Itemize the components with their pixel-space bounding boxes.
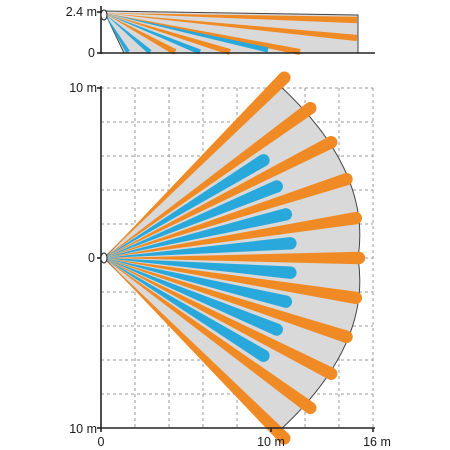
side-long-beam bbox=[104, 13, 231, 55]
side-short-beam bbox=[104, 13, 269, 53]
long-range-beam bbox=[104, 251, 366, 265]
side-long-beam bbox=[104, 13, 358, 42]
short-range-beam bbox=[104, 258, 297, 279]
top-view-beams bbox=[104, 71, 366, 445]
short-range-beam bbox=[104, 237, 297, 258]
top-view: 10 m 0 10 m 0 10 m 16 m bbox=[69, 71, 391, 449]
long-range-beam bbox=[104, 136, 338, 258]
long-range-beam bbox=[104, 258, 363, 305]
long-range-beam bbox=[104, 101, 317, 258]
short-range-beam bbox=[104, 208, 293, 258]
short-range-beam bbox=[104, 258, 293, 308]
side-long-beam bbox=[104, 13, 358, 24]
long-range-beam bbox=[104, 71, 291, 259]
top-sensor-icon bbox=[100, 252, 108, 264]
short-range-beam bbox=[104, 258, 270, 362]
side-view: 2.4 m 0 bbox=[66, 5, 375, 60]
x-label-10m: 10 m bbox=[257, 435, 285, 449]
y-label-top-10m: 10 m bbox=[69, 81, 97, 95]
short-range-beam bbox=[104, 258, 283, 336]
long-range-beam bbox=[104, 211, 363, 258]
long-range-beam bbox=[104, 173, 353, 258]
side-y-label-height: 2.4 m bbox=[66, 5, 97, 19]
side-short-beam bbox=[104, 13, 152, 54]
long-range-beam bbox=[104, 258, 353, 343]
short-range-beam bbox=[104, 154, 270, 258]
long-range-beam bbox=[104, 258, 291, 445]
x-label-zero: 0 bbox=[98, 435, 105, 449]
short-range-beam bbox=[104, 180, 283, 258]
long-range-beam bbox=[104, 258, 338, 380]
side-sensor-icon bbox=[100, 9, 108, 21]
side-short-beam bbox=[104, 13, 130, 54]
y-label-zero: 0 bbox=[88, 251, 95, 265]
x-label-16m: 16 m bbox=[363, 435, 391, 449]
side-view-beams bbox=[104, 13, 358, 55]
side-short-beam bbox=[104, 13, 201, 55]
side-y-label-zero: 0 bbox=[88, 46, 95, 60]
long-range-beam bbox=[104, 258, 317, 415]
side-long-beam bbox=[104, 13, 177, 55]
y-label-bottom-10m: 10 m bbox=[69, 422, 97, 436]
